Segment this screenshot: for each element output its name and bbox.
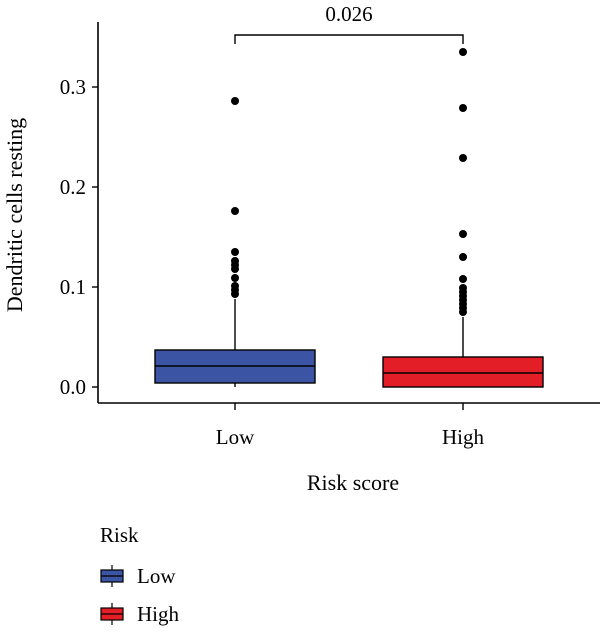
outlier-point: [459, 104, 467, 112]
y-tick-label: 0.3: [60, 75, 86, 99]
significance-bracket: 0.026: [234, 2, 464, 44]
legend-label-high: High: [137, 602, 180, 626]
x-ticks: Low High: [216, 403, 485, 449]
legend-label-low: Low: [137, 564, 176, 588]
outlier-point: [459, 284, 467, 292]
outlier-point: [231, 274, 239, 282]
outlier-point: [231, 257, 239, 265]
outlier-point: [231, 207, 239, 215]
x-tick-label: Low: [216, 425, 255, 449]
boxes: [154, 299, 544, 388]
axes: [97, 22, 600, 404]
legend: Risk Low High: [100, 523, 180, 626]
bracket-line: [234, 34, 464, 44]
p-value-label: 0.026: [325, 2, 372, 26]
outlier-point: [459, 48, 467, 56]
x-axis-title: Risk score: [307, 470, 399, 495]
outlier-point: [459, 154, 467, 162]
legend-title: Risk: [100, 523, 139, 547]
y-axis-title: Dendritic cells resting: [2, 118, 27, 312]
outlier-point: [459, 230, 467, 238]
y-tick-label: 0.2: [60, 175, 86, 199]
x-tick-label: High: [442, 425, 485, 449]
y-tick-label: 0.0: [60, 375, 86, 399]
box-high: [382, 356, 544, 388]
outlier-point: [231, 97, 239, 105]
y-tick-label: 0.1: [60, 275, 86, 299]
outlier-point: [231, 248, 239, 256]
outliers: [231, 48, 467, 316]
y-ticks: 0.0 0.1 0.2 0.3: [60, 75, 98, 399]
outlier-point: [231, 282, 239, 290]
outlier-point: [459, 275, 467, 283]
outlier-point: [459, 253, 467, 261]
